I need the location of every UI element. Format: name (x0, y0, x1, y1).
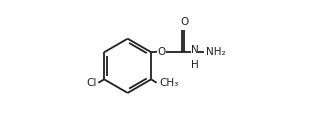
Text: N: N (191, 45, 198, 55)
Text: O: O (180, 17, 188, 27)
Text: CH₃: CH₃ (159, 78, 178, 88)
Text: H: H (191, 60, 198, 70)
Text: O: O (157, 47, 165, 57)
Text: Cl: Cl (86, 78, 96, 88)
Text: NH₂: NH₂ (206, 47, 226, 57)
